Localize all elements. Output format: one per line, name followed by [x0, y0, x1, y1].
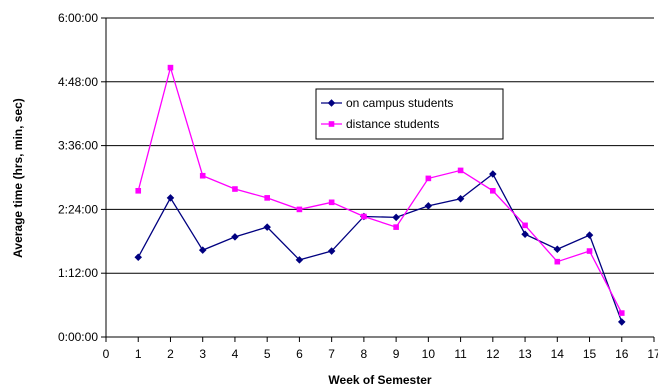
x-tick-label-10: 10 — [422, 347, 436, 361]
x-tick-label-6: 6 — [296, 347, 303, 361]
series-1-point-2 — [167, 64, 174, 71]
x-tick-label-3: 3 — [199, 347, 206, 361]
series-line-0 — [137, 172, 623, 323]
series-line-1 — [137, 65, 623, 314]
y-axis-ticks: 0:00:00 1:12:00 2:24:00 3:36:00 4:48:00 6:00:… — [58, 11, 106, 344]
series-1-point-1 — [135, 187, 142, 194]
x-tick-label-2: 2 — [167, 347, 174, 361]
x-tick-label-9: 9 — [393, 347, 400, 361]
x-tick-label-7: 7 — [328, 347, 335, 361]
legend-label-0: on campus students — [346, 96, 453, 110]
series-0-point-4 — [231, 233, 239, 241]
legend-marker-0 — [327, 99, 336, 107]
gridlines — [106, 17, 654, 274]
x-tick-label-17: 17 — [647, 347, 658, 361]
y-tick-label-2: 2:24:00 — [58, 202, 98, 216]
series-1-point-8 — [361, 213, 367, 220]
legend-marker-1 — [328, 121, 335, 127]
x-tick-label-14: 14 — [551, 347, 565, 361]
series-0-point-12 — [489, 170, 497, 178]
series-1-point-11 — [457, 167, 464, 174]
series-1-point-6 — [296, 206, 303, 213]
y-tick-label-5: 6:00:00 — [58, 11, 98, 25]
series-1-point-13 — [522, 222, 528, 229]
series-1-point-16 — [618, 310, 625, 316]
x-tick-label-13: 13 — [518, 347, 532, 361]
x-axis-title: Week of Semester — [328, 373, 431, 387]
x-tick-label-8: 8 — [361, 347, 368, 361]
series-1-point-5 — [264, 195, 270, 201]
series-0-point-9 — [392, 213, 400, 222]
legend-box — [315, 88, 504, 140]
series-1-point-4 — [232, 186, 238, 192]
y-tick-label-1: 1:12:00 — [58, 266, 98, 280]
series-1-point-10 — [425, 175, 432, 182]
y-tick-label-4: 4:48:00 — [58, 75, 98, 89]
series-0-point-16 — [617, 318, 626, 326]
series-1-point-3 — [199, 172, 206, 179]
series-1-point-14 — [554, 258, 561, 265]
series-0-point-1 — [134, 253, 143, 262]
series-0-point-2 — [166, 194, 175, 202]
series-1-point-7 — [328, 199, 335, 206]
x-tick-label-4: 4 — [232, 347, 239, 361]
series-0-point-10 — [424, 202, 433, 210]
series-0 — [134, 170, 626, 326]
x-tick-label-15: 15 — [583, 347, 597, 361]
x-tick-label-5: 5 — [264, 347, 271, 361]
series-0-point-5 — [263, 223, 271, 231]
legend: on campus students distance students — [315, 88, 504, 140]
y-tick-label-3: 3:36:00 — [58, 139, 98, 153]
series-0-point-7 — [327, 247, 336, 255]
y-axis-title: Average time (hrs, min, sec) — [11, 98, 25, 258]
series-0-point-11 — [456, 195, 465, 203]
x-tick-label-11: 11 — [454, 347, 467, 361]
series-0-point-14 — [553, 245, 562, 254]
series-0-point-3 — [198, 246, 207, 254]
axes — [105, 18, 654, 338]
legend-label-1: distance students — [346, 117, 439, 131]
x-tick-label-12: 12 — [486, 347, 500, 361]
series-0-point-13 — [521, 230, 529, 238]
series-0-point-6 — [295, 256, 304, 264]
y-tick-label-0: 0:00:00 — [58, 330, 98, 344]
series-1-point-15 — [586, 248, 593, 254]
x-tick-label-1: 1 — [135, 347, 142, 361]
series-1-point-9 — [393, 224, 399, 230]
series-1 — [135, 64, 625, 316]
series-layer — [134, 64, 626, 326]
x-tick-label-16: 16 — [615, 347, 629, 361]
x-tick-label-0: 0 — [103, 347, 110, 361]
series-0-point-15 — [585, 231, 594, 239]
x-axis-ticks: 0 1 2 3 4 5 6 7 8 9 10 11 12 13 14 15 16 17 — [103, 337, 658, 361]
series-1-point-12 — [490, 187, 496, 194]
